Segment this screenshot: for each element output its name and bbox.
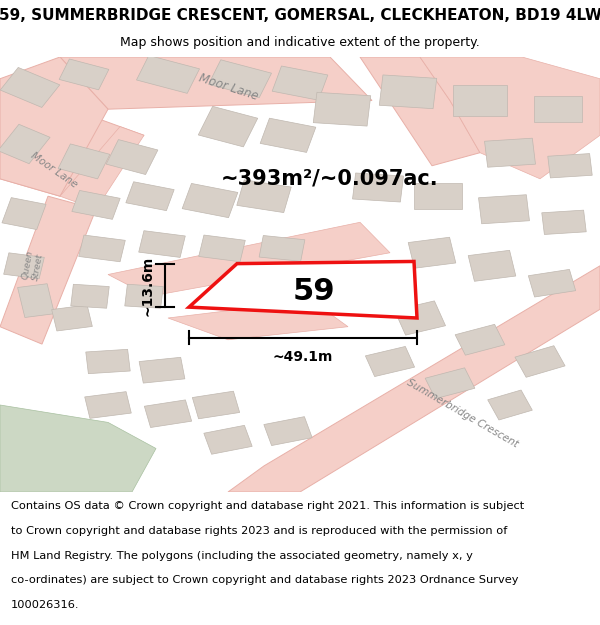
Text: ~393m²/~0.097ac.: ~393m²/~0.097ac. (221, 169, 439, 189)
Polygon shape (420, 57, 600, 179)
Polygon shape (204, 426, 252, 454)
Text: 59: 59 (293, 278, 335, 306)
Text: Map shows position and indicative extent of the property.: Map shows position and indicative extent… (120, 36, 480, 49)
Polygon shape (468, 250, 516, 281)
Polygon shape (208, 60, 272, 98)
Polygon shape (72, 191, 120, 219)
Polygon shape (58, 144, 110, 179)
Polygon shape (182, 184, 238, 218)
Polygon shape (488, 390, 532, 420)
Polygon shape (272, 66, 328, 100)
Polygon shape (264, 417, 312, 446)
Polygon shape (353, 173, 403, 202)
Polygon shape (2, 198, 46, 229)
Polygon shape (332, 279, 388, 313)
Polygon shape (260, 118, 316, 152)
Polygon shape (0, 124, 50, 164)
Polygon shape (534, 96, 582, 122)
Text: 100026316.: 100026316. (11, 600, 79, 610)
Polygon shape (259, 236, 305, 261)
Polygon shape (139, 357, 185, 383)
Polygon shape (168, 301, 348, 340)
Polygon shape (126, 182, 174, 211)
Polygon shape (71, 284, 109, 308)
Polygon shape (193, 391, 239, 419)
Polygon shape (0, 114, 144, 196)
Text: co-ordinates) are subject to Crown copyright and database rights 2023 Ordnance S: co-ordinates) are subject to Crown copyr… (11, 575, 518, 585)
Text: 59, SUMMERBRIDGE CRESCENT, GOMERSAL, CLECKHEATON, BD19 4LW: 59, SUMMERBRIDGE CRESCENT, GOMERSAL, CLE… (0, 9, 600, 24)
Text: Summerbridge Crescent: Summerbridge Crescent (404, 378, 520, 450)
Polygon shape (237, 180, 291, 213)
Polygon shape (0, 405, 156, 492)
Polygon shape (52, 305, 92, 331)
Polygon shape (453, 85, 507, 116)
Text: HM Land Registry. The polygons (including the associated geometry, namely x, y: HM Land Registry. The polygons (includin… (11, 551, 473, 561)
Polygon shape (0, 68, 60, 108)
Polygon shape (455, 324, 505, 355)
Polygon shape (414, 183, 462, 209)
Polygon shape (198, 106, 258, 147)
Polygon shape (379, 75, 437, 109)
Polygon shape (79, 235, 125, 262)
Polygon shape (548, 154, 592, 178)
Polygon shape (189, 261, 417, 318)
Polygon shape (145, 400, 191, 428)
Polygon shape (86, 349, 130, 374)
Text: to Crown copyright and database rights 2023 and is reproduced with the permissio: to Crown copyright and database rights 2… (11, 526, 507, 536)
Polygon shape (106, 139, 158, 174)
Polygon shape (199, 235, 245, 262)
Polygon shape (529, 269, 575, 297)
Polygon shape (394, 301, 446, 335)
Polygon shape (425, 368, 475, 399)
Polygon shape (125, 284, 163, 308)
Polygon shape (0, 196, 96, 344)
Text: ~13.6m: ~13.6m (140, 255, 154, 316)
Text: Moor Lane: Moor Lane (197, 72, 259, 103)
Polygon shape (365, 346, 415, 376)
Polygon shape (17, 284, 55, 318)
Polygon shape (485, 138, 535, 168)
Polygon shape (542, 210, 586, 234)
Text: Moor Lane: Moor Lane (29, 151, 79, 190)
Text: Queen
Street: Queen Street (21, 249, 45, 282)
Polygon shape (139, 231, 185, 258)
Polygon shape (136, 56, 200, 93)
Polygon shape (360, 57, 480, 166)
Polygon shape (59, 59, 109, 90)
Polygon shape (108, 222, 390, 296)
Polygon shape (313, 92, 371, 126)
Polygon shape (60, 127, 144, 209)
Polygon shape (515, 346, 565, 378)
Polygon shape (228, 266, 600, 492)
Text: ~49.1m: ~49.1m (273, 350, 333, 364)
Polygon shape (0, 57, 108, 196)
Polygon shape (408, 238, 456, 268)
Polygon shape (60, 57, 372, 109)
Polygon shape (85, 392, 131, 418)
Polygon shape (479, 195, 529, 224)
Polygon shape (4, 253, 44, 279)
Text: Contains OS data © Crown copyright and database right 2021. This information is : Contains OS data © Crown copyright and d… (11, 501, 524, 511)
